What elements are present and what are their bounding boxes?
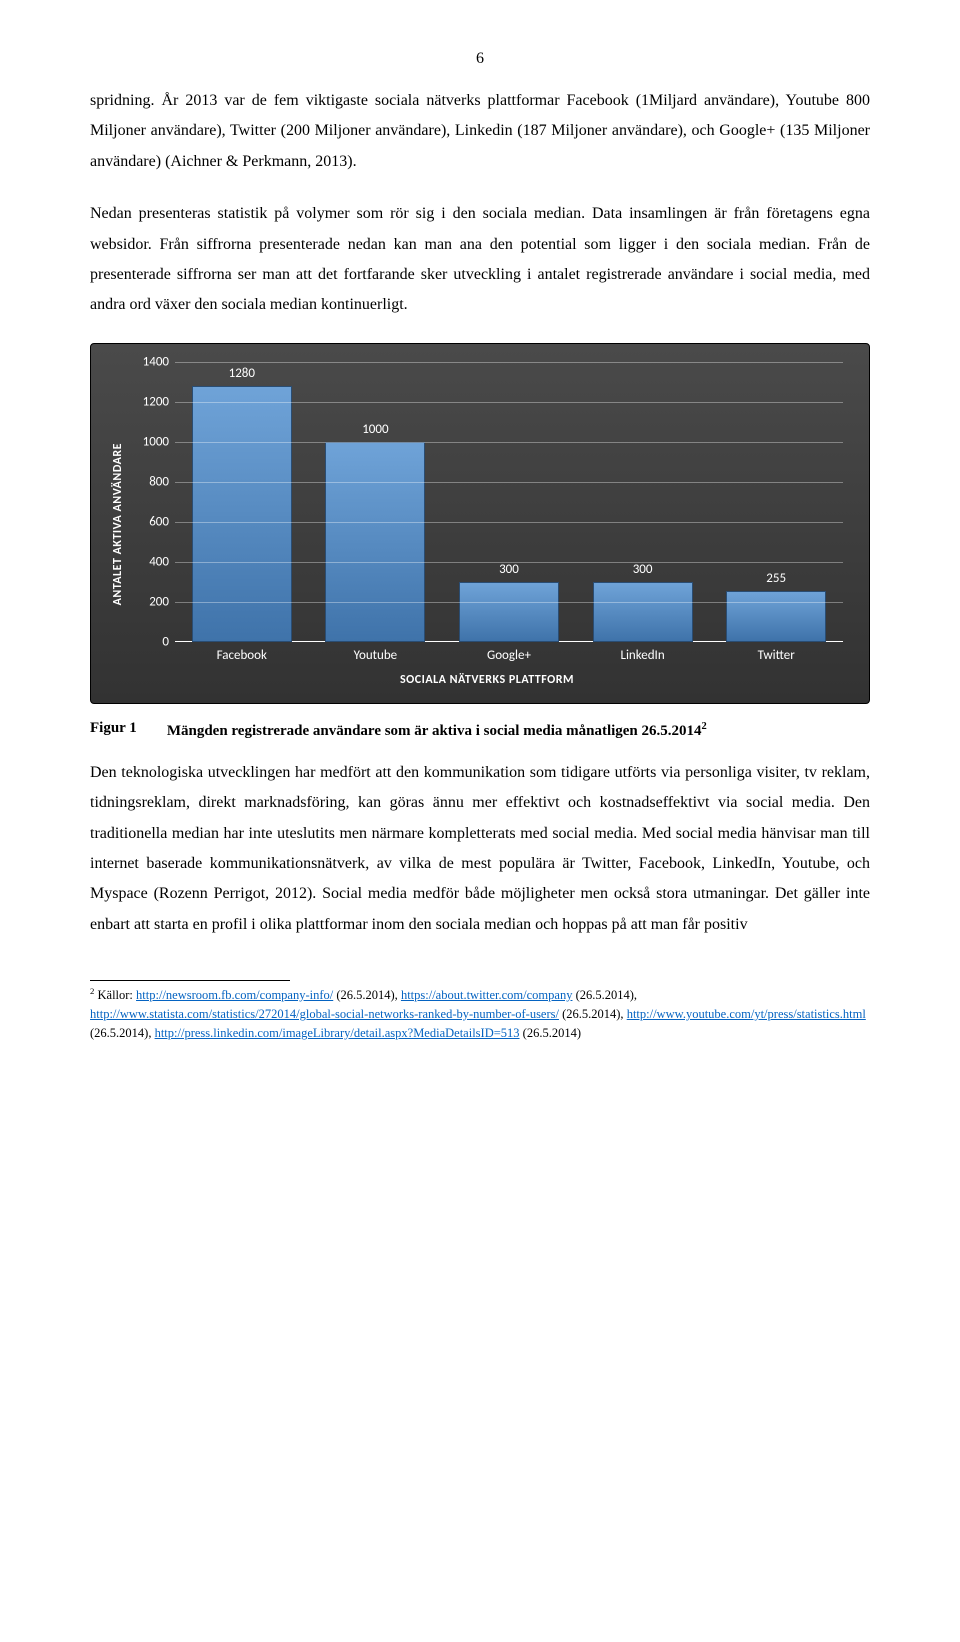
chart-x-axis-label: SOCIALA NÄTVERKS PLATTFORM [131, 673, 843, 687]
chart-x-ticks: Facebook Youtube Google+ LinkedIn Twitter [175, 648, 843, 663]
footnote-link[interactable]: http://www.statista.com/statistics/27201… [90, 1007, 559, 1021]
chart-x-tick: Google+ [459, 648, 559, 663]
chart-bar-value: 1000 [325, 422, 425, 437]
chart-gridline [175, 402, 843, 403]
footnote-rule [90, 980, 290, 981]
chart-y-tick: 0 [162, 634, 169, 649]
footnote: 2 Källor: http://newsroom.fb.com/company… [90, 985, 870, 1042]
footnote-link[interactable]: https://about.twitter.com/company [401, 988, 573, 1002]
chart-bar-value: 300 [593, 562, 693, 577]
chart-plot-area: 1280 1000 300 300 255 [175, 362, 843, 642]
chart-y-axis-label: ANTALET AKTIVA ANVÄNDARE [111, 443, 125, 605]
chart-bar [459, 582, 559, 642]
figure-caption-text: Mängden registrerade användare som är ak… [167, 720, 870, 742]
chart-bar [325, 442, 425, 642]
chart-bar-group: 1280 [192, 386, 292, 642]
chart-bar-group: 300 [593, 582, 693, 642]
paragraph-1: spridning. År 2013 var de fem viktigaste… [90, 86, 870, 177]
chart-gridline [175, 602, 843, 603]
chart-y-tick: 800 [149, 474, 169, 489]
figure-label: Figur 1 [90, 720, 137, 742]
chart-x-tick: Facebook [192, 648, 292, 663]
chart-gridline [175, 482, 843, 483]
chart-bar [726, 591, 826, 642]
chart-bar [192, 386, 292, 642]
chart-x-tick: Twitter [726, 648, 826, 663]
footnote-link[interactable]: http://press.linkedin.com/imageLibrary/d… [155, 1026, 520, 1040]
chart-y-ticks: 1400120010008006004002000 [131, 362, 175, 642]
chart-bar-value: 1280 [192, 366, 292, 381]
footnote-link[interactable]: http://www.youtube.com/yt/press/statisti… [627, 1007, 866, 1021]
chart-gridline [175, 362, 843, 363]
paragraph-3: Den teknologiska utvecklingen har medför… [90, 758, 870, 940]
paragraph-2: Nedan presenteras statistik på volymer s… [90, 199, 870, 321]
chart-y-tick: 400 [149, 554, 169, 569]
page-number: 6 [90, 50, 870, 68]
chart-gridline [175, 442, 843, 443]
chart-y-tick: 1400 [143, 354, 169, 369]
chart-y-tick: 1000 [143, 434, 169, 449]
chart-y-tick: 1200 [143, 394, 169, 409]
chart-bar-value: 255 [726, 571, 826, 586]
footnote-link[interactable]: http://newsroom.fb.com/company-info/ [136, 988, 333, 1002]
chart-gridline [175, 522, 843, 523]
chart-y-tick: 200 [149, 594, 169, 609]
chart-y-tick: 600 [149, 514, 169, 529]
chart-x-tick: LinkedIn [593, 648, 693, 663]
chart-bar-group: 1000 [325, 442, 425, 642]
chart-bar-group: 300 [459, 582, 559, 642]
chart-gridline [175, 562, 843, 563]
chart-x-tick: Youtube [325, 648, 425, 663]
chart-bar-group: 255 [726, 591, 826, 642]
chart-bar [593, 582, 693, 642]
chart-bar-value: 300 [459, 562, 559, 577]
bar-chart-panel: ANTALET AKTIVA ANVÄNDARE 1400 1200 1000 800… [90, 343, 870, 704]
